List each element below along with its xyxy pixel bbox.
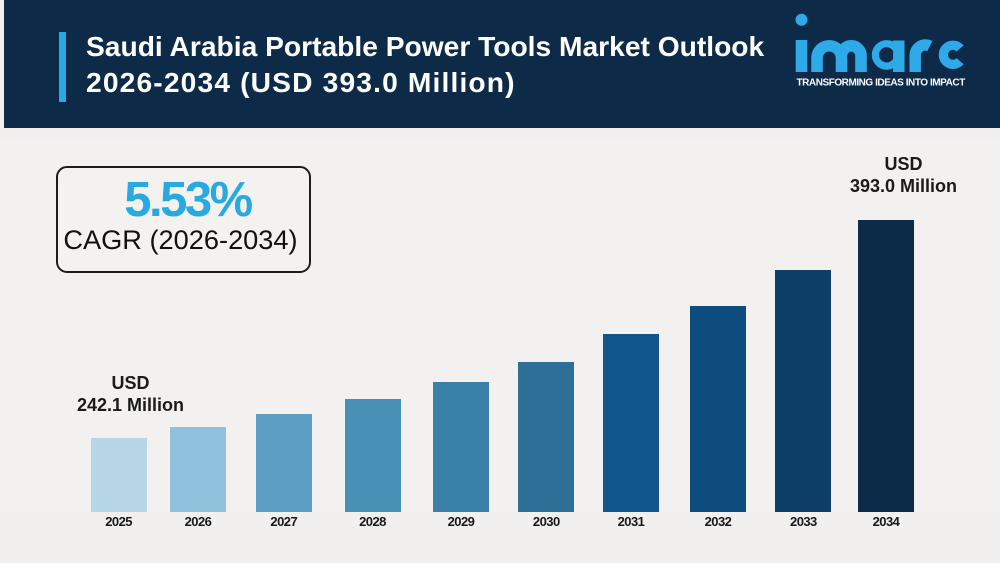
svg-text:TRANSFORMING IDEAS INTO IMPACT: TRANSFORMING IDEAS INTO IMPACT	[797, 78, 966, 89]
